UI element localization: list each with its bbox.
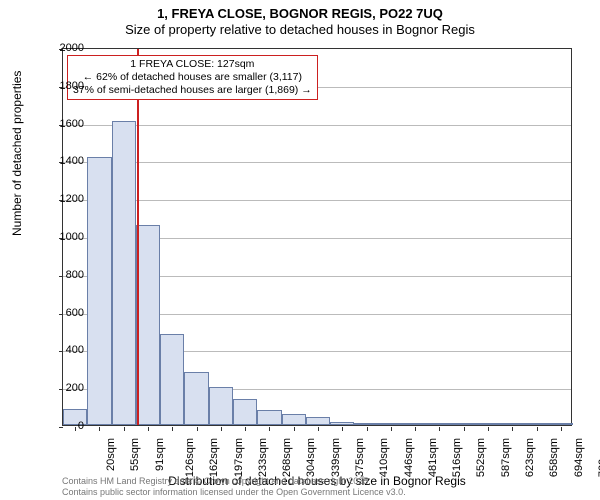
histogram-bar — [403, 423, 427, 425]
histogram-bar — [476, 423, 500, 425]
histogram-bar — [87, 157, 111, 425]
y-tick-label: 1000 — [34, 231, 84, 243]
x-tick-label: 623sqm — [524, 438, 536, 477]
histogram-bar — [160, 334, 184, 425]
x-tick-mark — [269, 427, 270, 431]
histogram-bar — [524, 423, 548, 425]
title-sub: Size of property relative to detached ho… — [0, 22, 600, 37]
histogram-bar — [282, 414, 306, 425]
y-tick-label: 800 — [34, 269, 84, 281]
annotation-line: 37% of semi-detached houses are larger (… — [73, 84, 312, 97]
x-tick-mark — [318, 427, 319, 431]
x-tick-mark — [221, 427, 222, 431]
gridline — [63, 125, 571, 126]
x-tick-label: 694sqm — [573, 438, 585, 477]
y-tick-label: 2000 — [34, 42, 84, 54]
title-main: 1, FREYA CLOSE, BOGNOR REGIS, PO22 7UQ — [0, 6, 600, 21]
histogram-bar — [330, 422, 354, 425]
annotation-box: 1 FREYA CLOSE: 127sqm← 62% of detached h… — [67, 55, 318, 100]
reference-line — [137, 49, 139, 425]
x-tick-label: 197sqm — [233, 438, 245, 477]
x-tick-mark — [488, 427, 489, 431]
x-tick-mark — [367, 427, 368, 431]
y-tick-label: 1400 — [34, 155, 84, 167]
x-tick-mark — [148, 427, 149, 431]
x-tick-mark — [391, 427, 392, 431]
y-axis-label: Number of detached properties — [10, 71, 24, 236]
histogram-bar — [354, 423, 378, 425]
histogram-bar — [257, 410, 281, 425]
annotation-line: ← 62% of detached houses are smaller (3,… — [73, 71, 312, 84]
x-tick-mark — [172, 427, 173, 431]
x-tick-mark — [342, 427, 343, 431]
x-tick-mark — [415, 427, 416, 431]
histogram-bar — [306, 417, 330, 425]
x-tick-mark — [197, 427, 198, 431]
histogram-bar — [452, 423, 476, 425]
x-tick-mark — [124, 427, 125, 431]
footer-line-1: Contains HM Land Registry data © Crown c… — [62, 476, 406, 487]
y-tick-label: 1600 — [34, 118, 84, 130]
y-tick-label: 200 — [34, 382, 84, 394]
x-tick-label: 516sqm — [451, 438, 463, 477]
histogram-bar — [379, 423, 403, 425]
y-tick-label: 1200 — [34, 193, 84, 205]
footer-line-2: Contains public sector information licen… — [62, 487, 406, 498]
histogram-bar — [136, 225, 160, 425]
x-tick-mark — [537, 427, 538, 431]
x-tick-label: 126sqm — [184, 438, 196, 477]
x-tick-label: 410sqm — [378, 438, 390, 477]
x-tick-label: 339sqm — [330, 438, 342, 477]
gridline — [63, 200, 571, 201]
x-tick-label: 446sqm — [403, 438, 415, 477]
x-tick-label: 162sqm — [208, 438, 220, 477]
y-tick-label: 1800 — [34, 80, 84, 92]
x-tick-label: 268sqm — [281, 438, 293, 477]
y-tick-label: 0 — [34, 420, 84, 432]
plot-area: 1 FREYA CLOSE: 127sqm← 62% of detached h… — [62, 48, 572, 426]
chart-area: 1 FREYA CLOSE: 127sqm← 62% of detached h… — [62, 48, 572, 426]
gridline — [63, 162, 571, 163]
histogram-bar — [184, 372, 208, 425]
x-tick-label: 375sqm — [354, 438, 366, 477]
histogram-bar — [233, 399, 257, 425]
x-tick-label: 233sqm — [257, 438, 269, 477]
x-tick-mark — [245, 427, 246, 431]
x-tick-mark — [464, 427, 465, 431]
y-tick-label: 400 — [34, 344, 84, 356]
histogram-bar — [209, 387, 233, 425]
histogram-bar — [500, 423, 524, 425]
x-tick-label: 587sqm — [500, 438, 512, 477]
x-tick-label: 20sqm — [105, 438, 117, 471]
x-tick-label: 481sqm — [427, 438, 439, 477]
annotation-line: 1 FREYA CLOSE: 127sqm — [73, 58, 312, 71]
x-tick-label: 91sqm — [154, 438, 166, 471]
histogram-bar — [112, 121, 136, 425]
x-tick-mark — [439, 427, 440, 431]
histogram-bar — [427, 423, 451, 425]
x-tick-label: 55sqm — [129, 438, 141, 471]
x-tick-label: 304sqm — [306, 438, 318, 477]
x-tick-mark — [294, 427, 295, 431]
x-tick-label: 658sqm — [548, 438, 560, 477]
y-tick-label: 600 — [34, 307, 84, 319]
histogram-bar — [549, 423, 573, 425]
x-tick-mark — [99, 427, 100, 431]
chart-title-block: 1, FREYA CLOSE, BOGNOR REGIS, PO22 7UQ S… — [0, 0, 600, 37]
footer-attribution: Contains HM Land Registry data © Crown c… — [62, 476, 406, 498]
x-tick-mark — [561, 427, 562, 431]
x-tick-mark — [512, 427, 513, 431]
x-tick-label: 552sqm — [476, 438, 488, 477]
